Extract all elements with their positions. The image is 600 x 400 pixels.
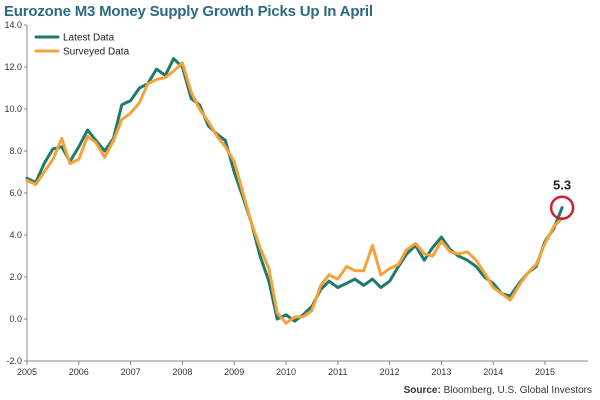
legend: Latest Data Surveyed Data [34, 33, 130, 58]
y-tick-label: 12.0 [4, 62, 22, 72]
y-tick-label: 6.0 [9, 188, 22, 198]
y-tick-label: 0.0 [9, 314, 22, 324]
y-tick-label: 14.0 [4, 20, 22, 30]
x-tick-label: 2011 [328, 367, 347, 377]
x-tick-label: 2010 [276, 367, 296, 377]
series-line-surveyed [25, 61, 564, 325]
x-tick-label: 2008 [172, 367, 192, 377]
y-tick-label: 4.0 [9, 230, 22, 240]
source-note: Source: Bloomberg, U.S. Global Investors [404, 385, 592, 396]
callout-label: 5.3 [553, 178, 571, 193]
source-text: Bloomberg, U.S. Global Investors [443, 385, 592, 396]
series-line-latest [25, 57, 564, 323]
y-tick-label: 2.0 [9, 272, 22, 282]
chart-title: Eurozone M3 Money Supply Growth Picks Up… [4, 3, 373, 20]
x-tick-label: 2012 [380, 367, 400, 377]
callout: 5.3 [549, 178, 575, 220]
x-tick-label: 2006 [69, 367, 89, 377]
legend-label: Surveyed Data [63, 47, 130, 58]
series-layer [25, 57, 564, 325]
x-tick-label: 2013 [431, 367, 451, 377]
x-tick-label: 2014 [483, 367, 503, 377]
callout-ring [549, 195, 575, 220]
x-tick-label: 2007 [121, 367, 141, 377]
y-tick-label: -2.0 [6, 356, 22, 366]
x-tick-label: 2005 [17, 367, 37, 377]
y-tick-label: 10.0 [4, 104, 22, 114]
y-tick-label: 8.0 [9, 146, 22, 156]
source-label: Source: [403, 385, 441, 396]
legend-label: Latest Data [63, 33, 115, 44]
axes: -2.0 0.0 2.0 4.0 6.0 8.0 10.0 12.0 14.0 2005 2006 2… [4, 20, 588, 377]
x-tick-label: 2009 [224, 367, 244, 377]
x-tick-label: 2015 [535, 367, 555, 377]
